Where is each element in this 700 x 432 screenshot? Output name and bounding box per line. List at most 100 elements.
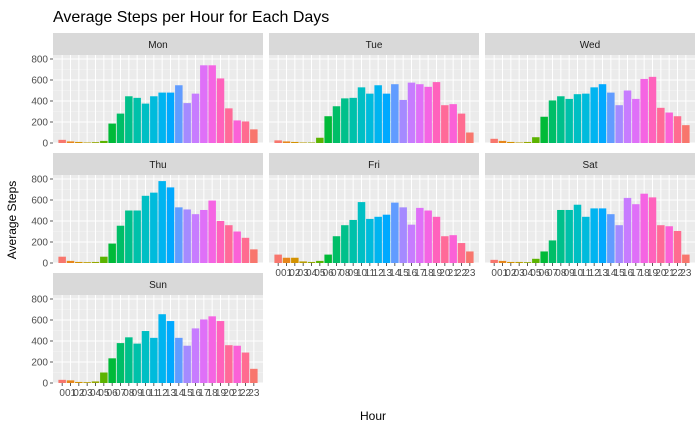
x-tick-label: 01: [65, 388, 77, 399]
bar-wed-10: [573, 94, 582, 143]
bar-fri-08: [341, 225, 349, 263]
bar-wed-09: [565, 98, 573, 143]
bar-fri-01: [282, 257, 291, 263]
x-tick-label: 22: [456, 268, 468, 279]
bar-sun-04: [91, 381, 100, 383]
y-tick-label: 0: [42, 259, 48, 270]
bar-fri-10: [357, 202, 366, 263]
x-tick-label: 12: [157, 388, 169, 399]
bar-tue-10: [357, 87, 366, 143]
bar-sat-22: [673, 230, 682, 263]
bar-sat-09: [565, 209, 573, 263]
facet-strip-label: Sat: [582, 160, 597, 171]
bar-fri-13: [382, 214, 391, 263]
bar-thu-23: [250, 249, 258, 263]
bar-sat-01: [498, 260, 507, 263]
bar-sun-21: [233, 345, 241, 383]
bar-tue-07: [332, 106, 341, 143]
bar-mon-04: [91, 142, 100, 143]
bar-mon-17: [200, 65, 208, 143]
bar-fri-15: [399, 207, 407, 263]
x-tick-label: 03: [514, 268, 526, 279]
x-tick-label: 03: [82, 388, 94, 399]
x-tick-label: 10: [140, 388, 152, 399]
bar-sat-10: [573, 204, 582, 263]
bar-sun-01: [66, 380, 75, 383]
bar-mon-00: [58, 139, 66, 143]
x-tick-label: 21: [664, 268, 676, 279]
x-tick-label: 07: [547, 268, 559, 279]
x-tick-label: 19: [215, 388, 227, 399]
bar-thu-03: [83, 262, 91, 263]
bar-mon-08: [125, 96, 133, 143]
x-tick-label: 05: [98, 388, 110, 399]
bar-mon-21: [233, 120, 241, 143]
bar-fri-16: [407, 224, 416, 263]
bar-sun-18: [208, 316, 216, 383]
bar-thu-07: [116, 225, 125, 263]
bar-mon-03: [83, 142, 91, 143]
y-tick-label: 400: [31, 217, 48, 228]
bar-tue-01: [282, 141, 291, 143]
bar-thu-22: [241, 237, 250, 263]
bar-tue-19: [432, 82, 441, 143]
x-tick-label: 02: [73, 388, 85, 399]
bar-sun-11: [150, 337, 158, 383]
bar-mon-07: [116, 113, 125, 143]
bar-sun-20: [225, 345, 233, 383]
bar-fri-20: [441, 236, 449, 263]
bar-mon-20: [225, 108, 233, 143]
bar-fri-07: [332, 236, 341, 263]
x-tick-label: 08: [555, 268, 567, 279]
bar-thu-16: [191, 214, 200, 263]
bar-wed-07: [548, 100, 557, 143]
x-tick-label: 07: [115, 388, 127, 399]
bar-mon-05: [100, 140, 108, 143]
bar-sat-21: [665, 226, 673, 263]
bar-thu-09: [133, 210, 141, 263]
bar-mon-15: [183, 103, 191, 143]
bar-wed-11: [582, 93, 590, 143]
x-tick-label: 18: [207, 388, 219, 399]
x-tick-label: 06: [107, 388, 119, 399]
bar-mon-11: [150, 96, 158, 143]
bar-wed-05: [532, 137, 540, 143]
x-tick-label: 09: [348, 268, 360, 279]
chart-title: Average Steps per Hour for Each Days: [53, 9, 329, 26]
bar-sun-22: [241, 352, 250, 383]
bar-fri-09: [349, 219, 357, 263]
y-tick-label: 400: [31, 97, 48, 108]
x-tick-label: 09: [132, 388, 144, 399]
bar-wed-14: [607, 92, 615, 143]
x-tick-label: 10: [572, 268, 584, 279]
x-tick-label: 08: [123, 388, 135, 399]
facet-panel-thu: Thu 0 200 400 600 800: [31, 153, 263, 270]
bar-sat-08: [557, 209, 565, 263]
x-tick-label: 20: [439, 268, 451, 279]
bar-sun-05: [100, 372, 108, 383]
facet-strip-label: Thu: [149, 160, 166, 171]
bar-thu-17: [200, 209, 208, 263]
bar-mon-18: [208, 65, 216, 143]
bar-tue-02: [291, 141, 299, 143]
facet-strip-label: Sun: [149, 280, 167, 291]
x-tick-label: 02: [505, 268, 517, 279]
x-tick-label: 13: [597, 268, 609, 279]
bar-tue-21: [449, 104, 457, 143]
bar-sun-06: [108, 358, 116, 383]
bar-fri-04: [307, 261, 316, 263]
x-tick-label: 17: [630, 268, 642, 279]
bar-tue-06: [324, 116, 332, 143]
bar-wed-03: [515, 142, 523, 143]
bar-sat-11: [582, 216, 590, 263]
x-tick-label: 16: [190, 388, 202, 399]
x-axis-title: Hour: [360, 409, 386, 423]
bar-wed-06: [540, 116, 548, 143]
bar-sun-19: [216, 321, 225, 383]
facet-panel-tue: Tue: [269, 33, 479, 144]
x-tick-label: 23: [248, 388, 260, 399]
x-tick-label: 0: [491, 268, 497, 279]
x-tick-label: 14: [389, 268, 401, 279]
x-tick-label: 19: [431, 268, 443, 279]
bar-wed-19: [648, 76, 657, 143]
